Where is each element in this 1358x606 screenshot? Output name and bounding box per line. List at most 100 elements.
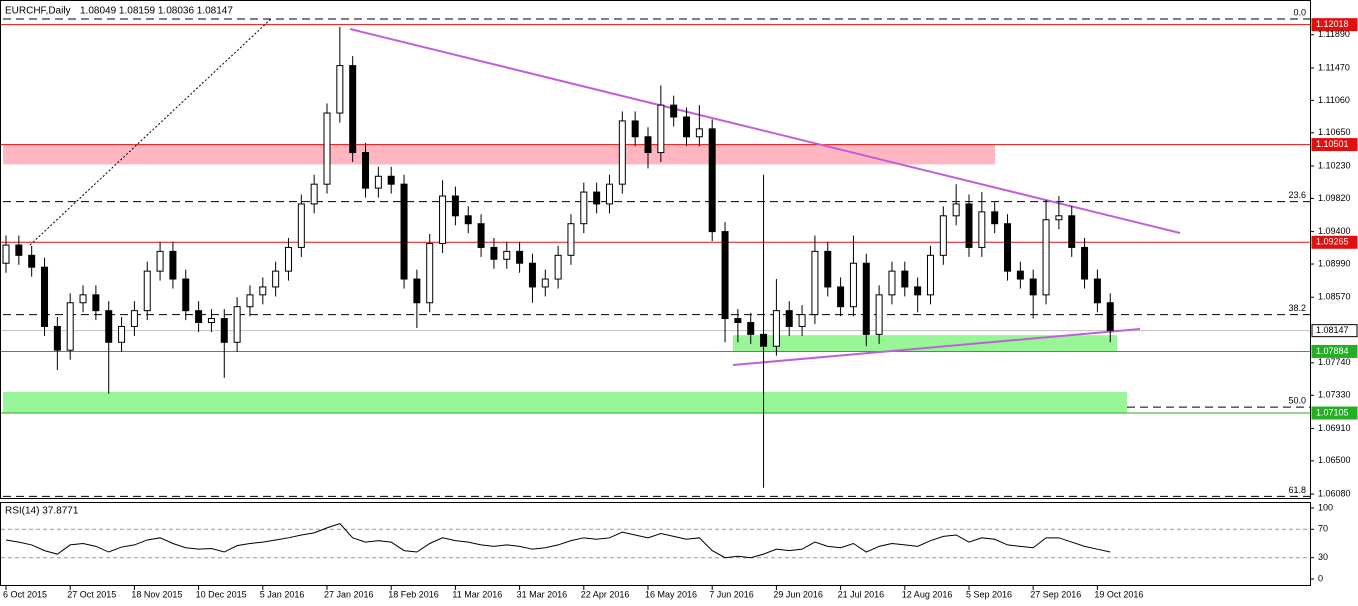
candle-body: [837, 286, 845, 308]
candle-body: [631, 120, 639, 138]
x-tick-label: 6 Oct 2015: [3, 589, 47, 599]
candle-body: [1081, 246, 1089, 280]
y-tick-label: 1.10230: [1318, 160, 1351, 170]
y-tick-label: 1.09400: [1318, 226, 1351, 236]
x-tick-label: 27 Jan 2016: [324, 589, 374, 599]
candle-body: [798, 314, 806, 327]
candle-body: [143, 270, 151, 312]
candle-body: [605, 183, 613, 205]
candle-body: [451, 195, 459, 217]
candle-body: [2, 244, 10, 264]
candle-body: [1016, 270, 1024, 280]
candle-body: [92, 294, 100, 312]
candle-body: [683, 116, 691, 138]
candle-body: [259, 286, 267, 296]
y-tick-label: 1.09820: [1318, 193, 1351, 203]
candle-body: [246, 294, 254, 308]
fib-label: 50.0: [1288, 395, 1306, 405]
candle-body: [66, 302, 74, 351]
candle-body: [1029, 278, 1037, 296]
y-tick-label: 1.11060: [1318, 95, 1350, 105]
zone: [733, 335, 1117, 352]
candle-body: [297, 203, 305, 248]
candle-body: [657, 104, 665, 154]
symbol: EURCHF,Daily: [5, 6, 71, 17]
y-tick-label: 1.11890: [1318, 29, 1350, 39]
candle-body: [1055, 215, 1063, 221]
candle-body: [824, 250, 832, 288]
candle-body: [310, 183, 318, 205]
y-tick-label: 1.10650: [1318, 127, 1351, 137]
x-tick-label: 29 Jun 2016: [773, 589, 823, 599]
y-tick-label: 100: [1318, 502, 1333, 512]
candle-body: [991, 211, 999, 225]
candle-body: [580, 191, 588, 225]
candle-body: [233, 306, 241, 343]
candle-body: [772, 310, 780, 347]
candle-body: [926, 254, 934, 296]
x-tick-label: 5 Jan 2016: [260, 589, 305, 599]
x-tick-label: 11 Mar 2016: [452, 589, 502, 599]
fib-label: 0.0: [1293, 7, 1306, 17]
x-tick-label: 21 Jul 2016: [838, 589, 885, 599]
x-tick-label: 10 Dec 2015: [196, 589, 247, 599]
candle-body: [28, 254, 36, 268]
candle-body: [336, 65, 344, 114]
candle-body: [965, 203, 973, 248]
candle-body: [528, 262, 536, 288]
candle-body: [644, 136, 652, 154]
x-tick-label: 7 Jun 2016: [709, 589, 754, 599]
candle-body: [464, 215, 472, 225]
candle-body: [195, 310, 203, 324]
candles: [2, 26, 1114, 488]
candle-body: [169, 250, 177, 280]
candle-body: [15, 244, 23, 256]
candle-body: [79, 294, 87, 304]
price-label-box: [1311, 324, 1358, 338]
candle-body: [207, 318, 215, 324]
candle-body: [554, 254, 562, 280]
y-tick-label: 1.11470: [1318, 62, 1350, 72]
candle-body: [272, 270, 280, 288]
candle-body: [721, 231, 729, 320]
candle-body: [477, 223, 485, 248]
candle-body: [875, 294, 883, 335]
y-tick-label: 1.06500: [1318, 455, 1351, 465]
candle-body: [400, 183, 408, 280]
x-tick-label: 16 May 2016: [645, 589, 697, 599]
candle-body: [1093, 278, 1101, 304]
candle-body: [849, 262, 857, 308]
zone: [3, 392, 1127, 414]
price-label-box: [1311, 235, 1358, 249]
zones: [3, 144, 1127, 414]
levels: [1, 18, 1310, 497]
price-label-box: [1311, 344, 1358, 358]
main-panel-frame: [0, 0, 1311, 499]
candle-body: [888, 270, 896, 296]
candle-body: [1106, 302, 1114, 331]
support-trendline: [732, 328, 1141, 366]
candle-body: [901, 270, 909, 288]
candle-body: [387, 175, 395, 185]
candle-body: [439, 195, 447, 244]
candle-body: [952, 203, 960, 217]
candle-body: [670, 104, 678, 118]
candle-body: [182, 278, 190, 312]
candle-body: [811, 250, 819, 316]
candle-body: [105, 310, 113, 343]
candle-body: [1042, 219, 1050, 296]
x-tick-label: 18 Nov 2015: [131, 589, 182, 599]
zone: [3, 144, 995, 165]
y-tick-label: 1.08570: [1318, 292, 1351, 302]
candle-body: [1068, 215, 1076, 248]
candle-body: [747, 322, 755, 335]
candle-body: [130, 310, 138, 327]
candle-body: [914, 286, 922, 296]
price-label-box: [1311, 18, 1358, 32]
candle-body: [53, 325, 61, 351]
x-tick-label: 5 Sep 2016: [966, 589, 1012, 599]
candle-body: [426, 242, 434, 304]
rsi-line: [5, 523, 1111, 559]
price-label: 1.07884: [1316, 346, 1349, 356]
